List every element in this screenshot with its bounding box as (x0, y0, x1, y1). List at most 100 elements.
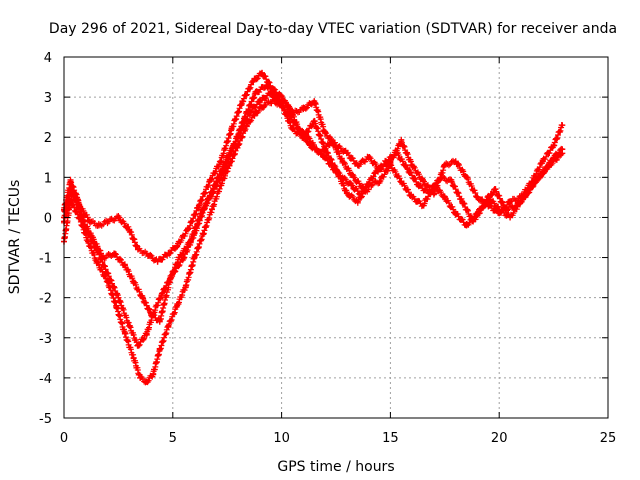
data-point (252, 90, 259, 97)
x-tick-label: 5 (169, 431, 177, 446)
x-axis-label: GPS time / hours (277, 459, 394, 475)
data-point (182, 282, 189, 289)
data-point (441, 162, 448, 169)
data-point (289, 126, 296, 133)
x-tick-label: 25 (600, 431, 617, 446)
data-point (206, 178, 213, 185)
data-point (228, 126, 235, 133)
data-point (365, 154, 372, 161)
data-point (430, 182, 437, 189)
data-point (239, 98, 246, 105)
data-point (235, 142, 242, 149)
data-point (143, 250, 150, 257)
data-point (121, 330, 128, 337)
data-point (134, 246, 141, 253)
data-point (217, 182, 224, 189)
y-tick-label: -1 (39, 252, 52, 267)
data-point (180, 254, 187, 261)
series-markers (61, 96, 371, 386)
data-point (115, 214, 122, 221)
data-point (67, 178, 74, 185)
data-point (356, 190, 363, 197)
data-point (387, 162, 394, 169)
data-point (517, 198, 524, 205)
data-point (74, 194, 81, 201)
y-axis-label: SDTVAR / TECUs (7, 180, 23, 295)
data-point (354, 162, 361, 169)
data-point (496, 206, 503, 213)
data-point (409, 162, 416, 169)
data-point (143, 330, 150, 337)
data-point (134, 342, 141, 349)
data-point (393, 150, 400, 157)
series-trace-4 (61, 96, 372, 386)
data-point (208, 206, 215, 213)
data-point (339, 174, 346, 181)
data-point (224, 154, 231, 161)
data-point (156, 346, 163, 353)
data-point (156, 318, 163, 325)
data-point (350, 174, 357, 181)
y-tick-label: -2 (39, 292, 52, 307)
data-point (154, 258, 161, 265)
data-point (259, 70, 266, 77)
data-point (93, 258, 100, 265)
grid-layer (64, 57, 608, 418)
y-tick-label: -4 (39, 372, 52, 387)
y-tick-label: 3 (44, 91, 52, 106)
data-point (76, 214, 83, 221)
data-point (217, 158, 224, 165)
data-point (372, 170, 379, 177)
data-point (200, 230, 207, 237)
data-point (376, 178, 383, 185)
data-point (420, 178, 427, 185)
data-point (441, 194, 448, 201)
data-point (559, 146, 566, 153)
data-point (202, 202, 209, 209)
data-point (267, 90, 274, 97)
data-point (296, 126, 303, 133)
data-point (126, 226, 133, 233)
data-point (322, 130, 329, 137)
data-point (313, 146, 320, 153)
y-tick-label: 4 (44, 51, 52, 66)
data-point (130, 278, 137, 285)
data-point (550, 142, 557, 149)
x-tick-label: 15 (382, 431, 399, 446)
data-point (330, 166, 337, 173)
y-tick-label: 0 (44, 211, 52, 226)
data-point (502, 206, 509, 213)
data-point (485, 194, 492, 201)
data-point (84, 238, 91, 245)
data-point (398, 138, 405, 145)
data-point (104, 218, 111, 225)
data-point (452, 158, 459, 165)
series-markers (61, 69, 565, 265)
data-point (404, 166, 411, 173)
data-point (126, 322, 133, 329)
data-point (113, 302, 120, 309)
tick-layer: 0 5 10 15 20 25 -5 -4 -3 -2 -1 0 1 2 3 4 (39, 51, 616, 446)
data-point (459, 198, 466, 205)
data-point (174, 242, 181, 249)
data-point (491, 186, 498, 193)
data-point (328, 138, 335, 145)
data-point (150, 370, 157, 377)
data-point (285, 102, 292, 109)
series-trace-1 (61, 69, 566, 265)
series-trace-3 (61, 88, 566, 349)
data-point (174, 302, 181, 309)
series-markers (61, 83, 565, 324)
data-point (348, 182, 355, 189)
data-point (463, 222, 470, 229)
data-point (111, 250, 118, 257)
data-point (448, 178, 455, 185)
data-point (354, 198, 361, 205)
data-point (185, 226, 192, 233)
data-point (343, 150, 350, 157)
data-point (339, 158, 346, 165)
data-point (165, 322, 172, 329)
y-tick-label: -5 (39, 412, 52, 427)
data-point (150, 310, 157, 317)
